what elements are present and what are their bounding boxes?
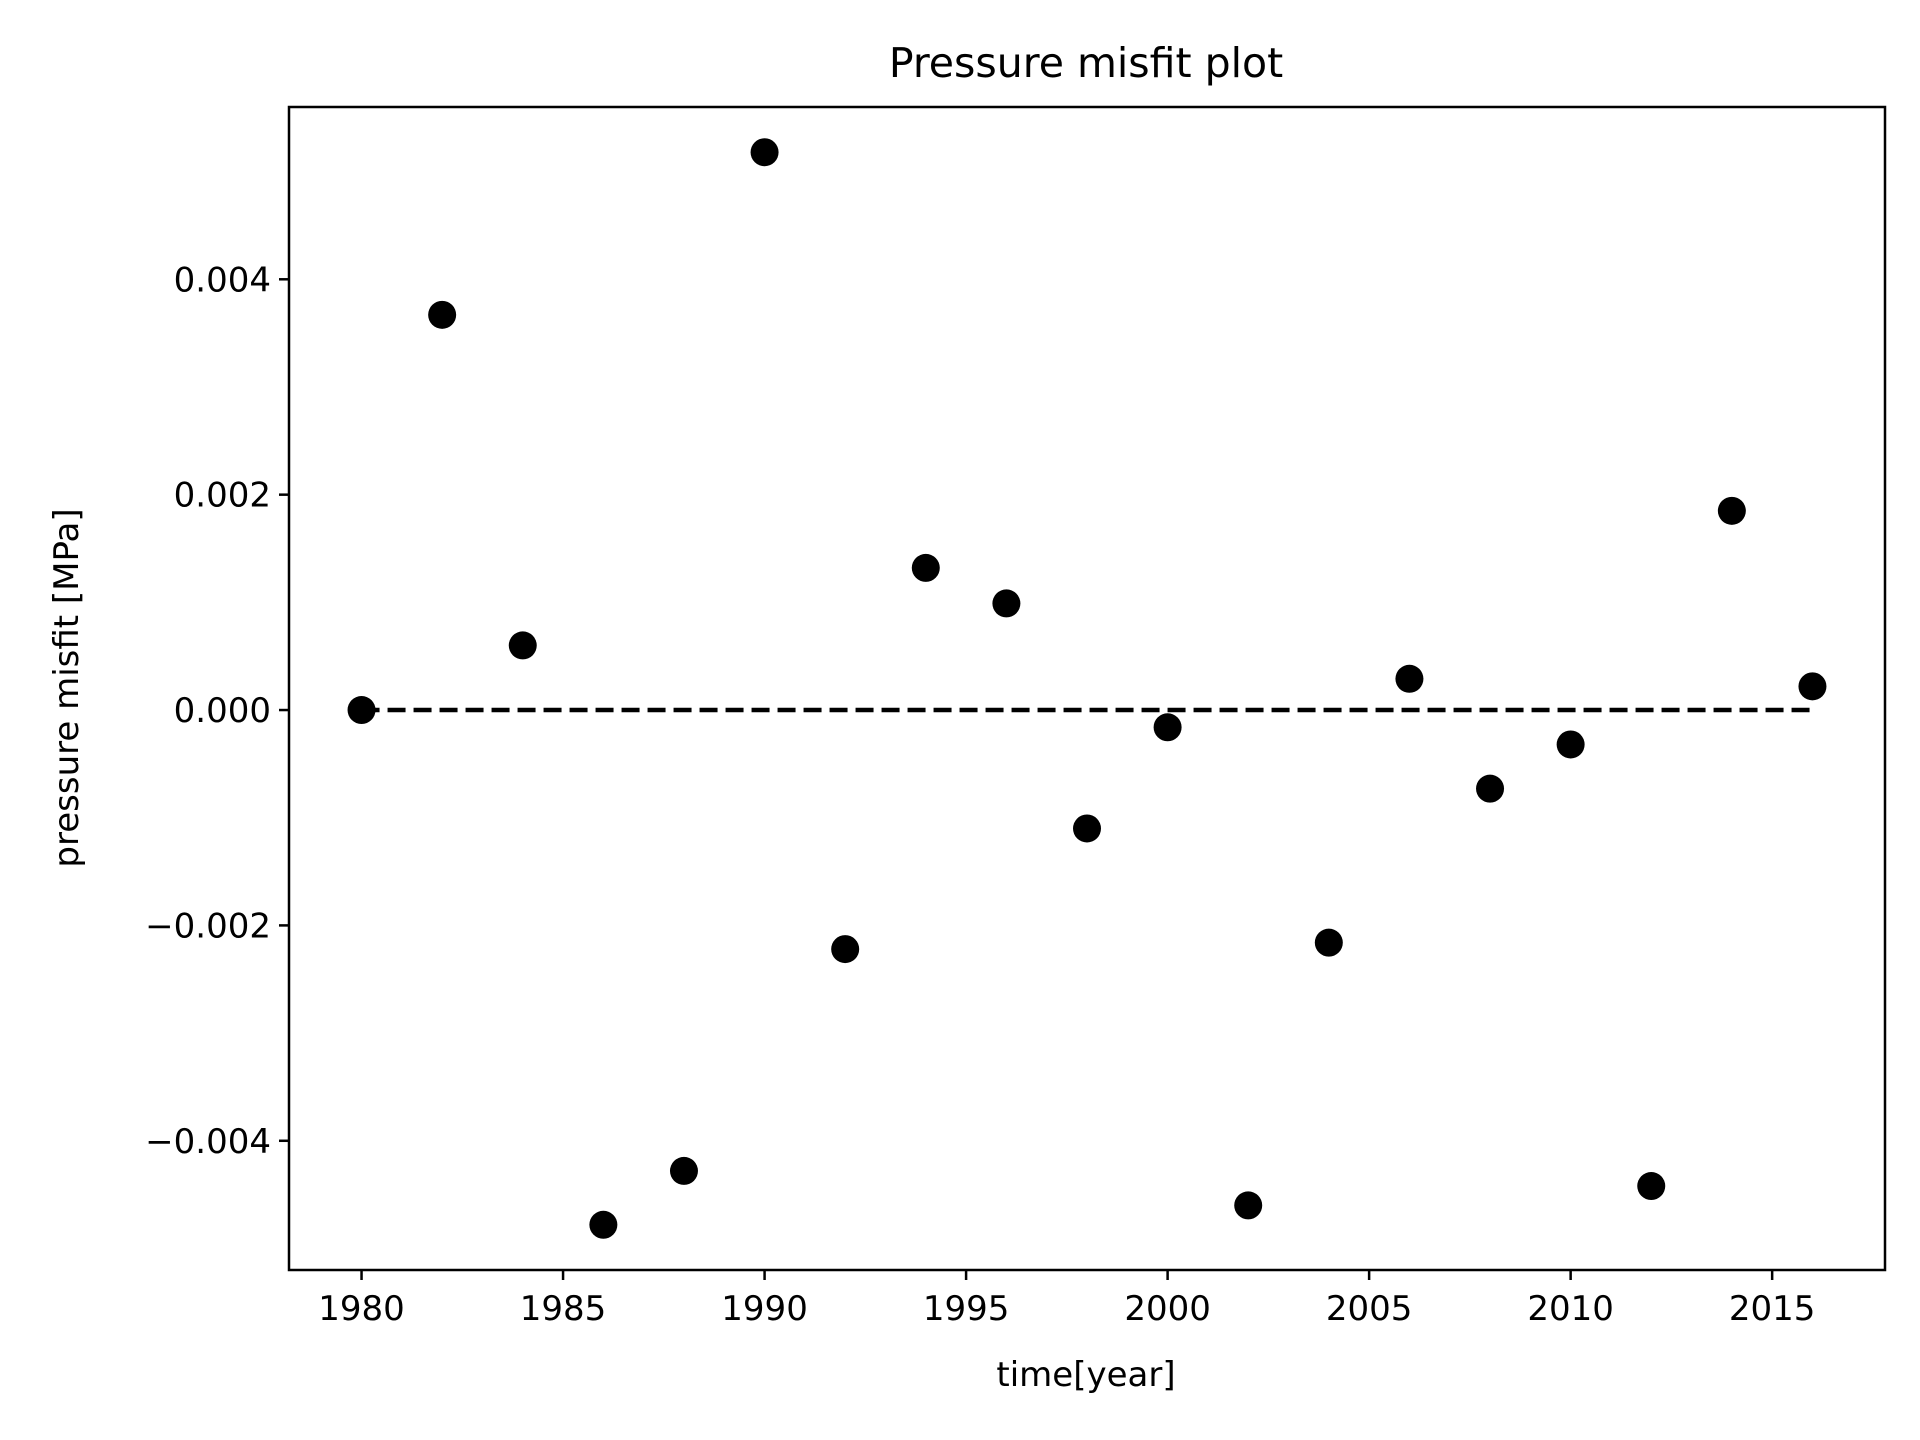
data-point xyxy=(1556,730,1585,759)
x-tick-label: 1985 xyxy=(520,1289,607,1329)
y-tick-label: 0.002 xyxy=(174,476,271,516)
data-point xyxy=(669,1156,698,1185)
data-point xyxy=(831,935,860,964)
x-tick-label: 2005 xyxy=(1326,1289,1413,1329)
data-point xyxy=(1153,713,1182,742)
x-tick-label: 2015 xyxy=(1729,1289,1816,1329)
x-axis: 1980 1985 1990 1995 2000 2005 2010 2015 xyxy=(318,1270,1815,1329)
data-point xyxy=(1234,1191,1263,1220)
data-point xyxy=(1314,928,1343,957)
x-tick-label: 1990 xyxy=(721,1289,808,1329)
plot-frame xyxy=(287,105,1887,1272)
data-point xyxy=(750,138,779,167)
data-point xyxy=(347,696,376,725)
data-point xyxy=(428,300,457,329)
data-point xyxy=(1073,814,1101,843)
x-axis-label: time[year] xyxy=(996,1355,1175,1395)
y-tick-label: −0.002 xyxy=(145,906,271,946)
chart-title: Pressure misfit plot xyxy=(889,39,1283,87)
data-point xyxy=(911,553,940,582)
plot-area xyxy=(347,138,1827,1239)
data-point xyxy=(1637,1172,1666,1201)
x-tick-label: 2000 xyxy=(1124,1289,1211,1329)
y-tick-label: 0.000 xyxy=(174,691,271,731)
data-point xyxy=(1476,774,1505,803)
y-tick-label: −0.004 xyxy=(145,1122,271,1162)
x-tick-label: 2010 xyxy=(1527,1289,1614,1329)
data-point xyxy=(1798,672,1827,701)
y-axis: −0.004 −0.002 0.000 0.002 0.004 xyxy=(145,260,289,1162)
data-point xyxy=(992,589,1021,618)
x-tick-label: 1995 xyxy=(923,1289,1010,1329)
data-point xyxy=(1717,496,1746,525)
y-axis-label: pressure misfit [MPa] xyxy=(47,508,87,867)
data-point xyxy=(1395,664,1424,693)
data-point xyxy=(508,631,537,660)
x-tick-label: 1980 xyxy=(318,1289,405,1329)
y-tick-label: 0.004 xyxy=(174,260,271,300)
data-point xyxy=(589,1210,618,1239)
